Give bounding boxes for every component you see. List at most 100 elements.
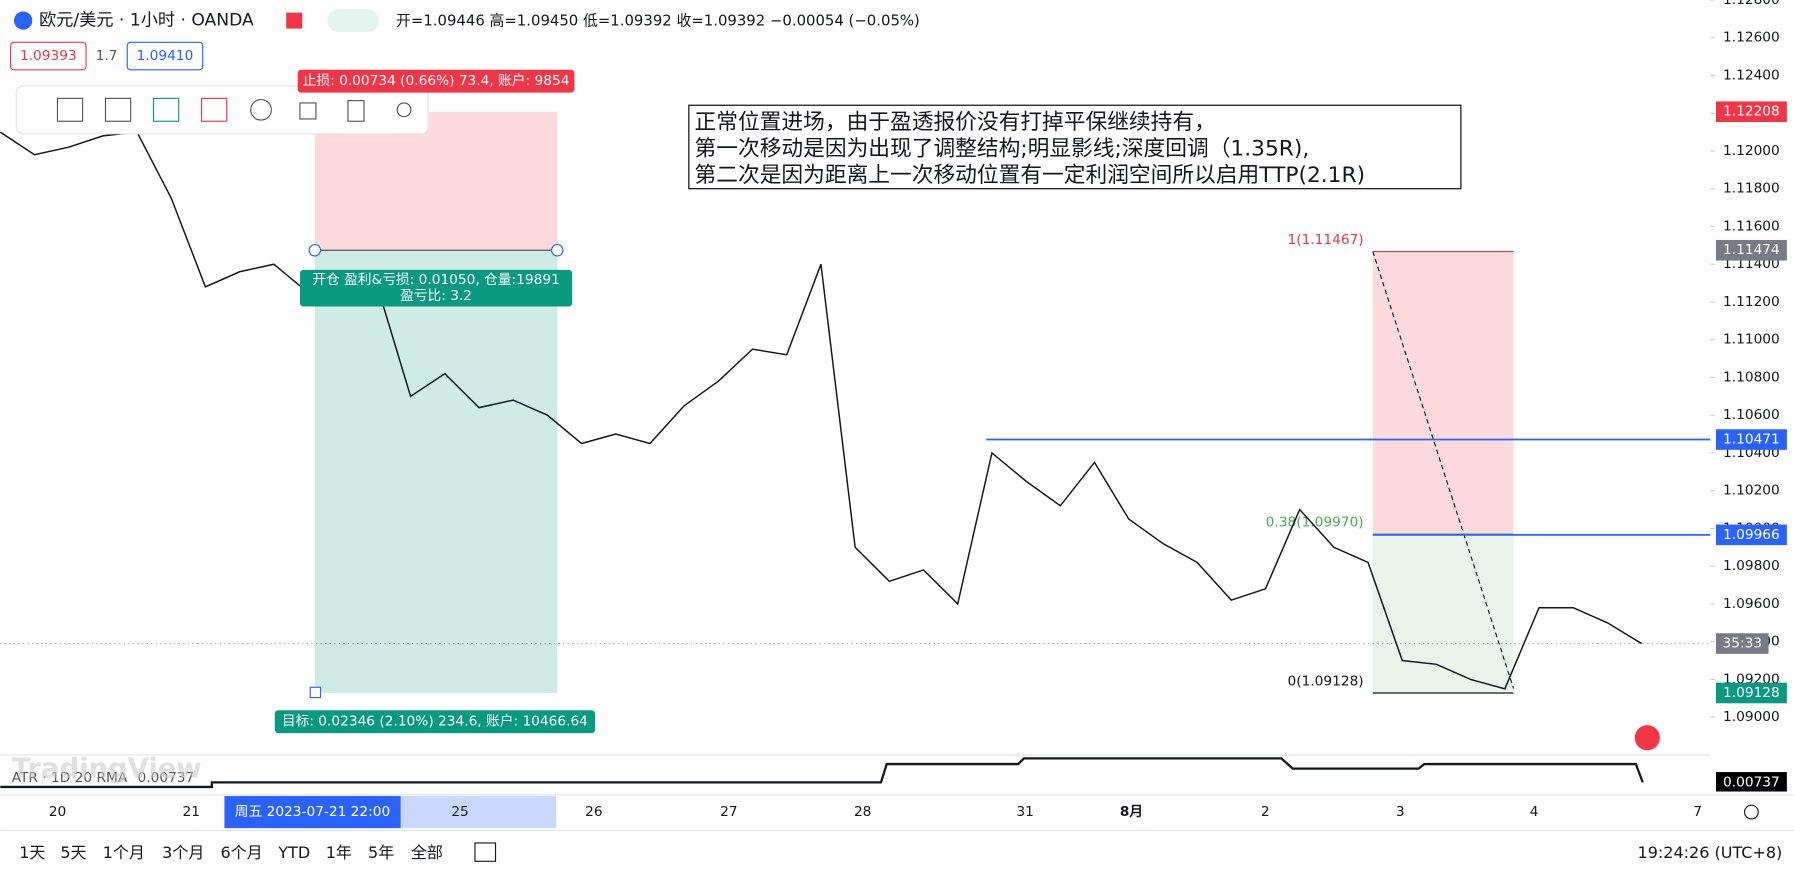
- y-tick-label: 1.12000: [1723, 143, 1780, 159]
- ohlc: 开=1.09446 高=1.09450 低=1.09392 收=1.09392 …: [396, 12, 920, 30]
- y-tick-label: 1.09600: [1723, 596, 1780, 612]
- range-button[interactable]: 1年: [326, 843, 352, 862]
- fib-label: 0.38(1.09970): [1266, 515, 1364, 531]
- price-badge-text: 1.11474: [1723, 242, 1780, 258]
- open-label: 开仓 盈利&亏损: 0.01050, 仓量:19891: [312, 272, 560, 288]
- tool-settings[interactable]: [250, 98, 272, 121]
- price-badge: [1715, 239, 1787, 261]
- countdown: 35:33: [1722, 636, 1762, 652]
- y-tick-label: 1.12800: [1723, 0, 1780, 8]
- y-tick-label: 1.12400: [1723, 67, 1780, 83]
- tool-more[interactable]: [396, 102, 412, 118]
- symbol-icon: [13, 11, 33, 30]
- y-tick-label: 1.10800: [1723, 369, 1780, 385]
- y-tick-label: 1.12600: [1723, 30, 1780, 46]
- y-tick-label: 1.11200: [1723, 294, 1780, 310]
- price-line: [0, 131, 1642, 690]
- y-tick-label: 1.11600: [1723, 218, 1780, 234]
- buy-button[interactable]: [126, 41, 204, 71]
- x-tick-label: 27: [720, 804, 737, 820]
- toolbar-bg: [15, 85, 429, 135]
- axis-settings[interactable]: [1743, 804, 1759, 820]
- target-label: 目标: 0.02346 (2.10%) 234.6, 账户: 10466.64: [282, 713, 588, 730]
- atr-badge: [1715, 772, 1787, 792]
- x-tick-label: 31: [1016, 804, 1033, 820]
- tool-fill-2[interactable]: [201, 97, 228, 122]
- x-tick-label: 21: [183, 804, 200, 820]
- price-badge-text: 1.09128: [1723, 685, 1780, 701]
- price-badge: [1715, 429, 1787, 450]
- handle[interactable]: [309, 686, 322, 699]
- fib-trend: [1372, 251, 1515, 689]
- handle[interactable]: [308, 243, 322, 257]
- range-button[interactable]: 6个月: [221, 843, 263, 862]
- flag[interactable]: [286, 12, 303, 29]
- note-line: 第一次移动是因为出现了调整结构;明显影线;深度回调（1.35R),: [695, 137, 1310, 162]
- range-button[interactable]: 5年: [368, 843, 394, 862]
- atr-badge-text: 0.00737: [1723, 774, 1780, 790]
- bid[interactable]: 1.09393: [20, 48, 77, 64]
- y-tick-label: 1.11800: [1723, 181, 1780, 197]
- spread: 1.7: [96, 48, 118, 64]
- plot: 1(1.11467) 0.38(1.09970) 0(1.09128): [0, 111, 1711, 699]
- sell-button[interactable]: [9, 41, 87, 71]
- atr-line: [0, 757, 1644, 789]
- drawing-toolbar: [15, 85, 429, 135]
- clock[interactable]: 19:24:26 (UTC+8): [1638, 843, 1783, 862]
- x-tick-label: 25: [451, 804, 468, 820]
- range-button[interactable]: 1个月: [103, 843, 145, 862]
- y-tick-label: 1.10200: [1723, 483, 1780, 499]
- atr-value: 0.00737: [138, 770, 195, 786]
- x-tick-label: 8月: [1120, 804, 1143, 820]
- tool-delete[interactable]: [347, 100, 365, 122]
- y-tick-label: 1.11000: [1723, 332, 1780, 348]
- fib-label: 0(1.09128): [1287, 674, 1363, 690]
- note: 正常位置进场，由于盈透报价没有打掉平保继续持有，第一次移动是因为出现了调整结构;…: [695, 110, 1366, 188]
- watermark: TradingView: [12, 753, 202, 784]
- range-button[interactable]: YTD: [277, 843, 310, 862]
- x-tick-label: 26: [585, 804, 602, 820]
- tool-lock[interactable]: [299, 102, 317, 120]
- price-badge: [1715, 101, 1787, 123]
- note-line: 第二次是因为距离上一次移动位置有一定利润空间所以启用TTP(2.1R): [695, 163, 1366, 188]
- fib-label: 1(1.11467): [1287, 232, 1363, 248]
- price-badge: [1715, 682, 1787, 704]
- range-button[interactable]: 3个月: [162, 843, 204, 862]
- handle[interactable]: [551, 243, 564, 257]
- x-tick-label: 4: [1530, 804, 1539, 820]
- ratio-label: 盈亏比: 3.2: [400, 288, 472, 304]
- x-tick-label: 20: [49, 804, 66, 820]
- bottom-bar: 1天 5天 1个月 3个月 6个月 YTD 1年 5年 全部 19:24:26 (UTC+8): [19, 842, 1783, 862]
- range-button[interactable]: 全部: [411, 843, 443, 862]
- tool-fill[interactable]: [152, 97, 180, 122]
- target-label-bg: [274, 710, 596, 734]
- tool-template[interactable]: [56, 97, 84, 122]
- x-tick-label: 2: [1261, 804, 1270, 820]
- tool-text[interactable]: [104, 97, 132, 122]
- cursor-time: 周五 2023-07-21 22:00: [235, 804, 390, 820]
- ask[interactable]: 1.09410: [137, 48, 194, 64]
- cursor-bg: [224, 796, 401, 829]
- note-box: [688, 104, 1462, 190]
- stop-label-bg: [297, 69, 575, 93]
- price-badge-text: 1.12208: [1723, 104, 1780, 120]
- open-label-bg: [299, 269, 573, 307]
- range-button[interactable]: 5天: [60, 843, 86, 862]
- price-badge: [1715, 524, 1787, 546]
- x-tick-label: 3: [1396, 804, 1405, 820]
- note-line: 正常位置进场，由于盈透报价没有打掉平保继续持有，: [695, 110, 1216, 135]
- price-badge-text: 1.10471: [1723, 432, 1780, 448]
- range-button[interactable]: 1天: [19, 843, 45, 862]
- goto-date[interactable]: [474, 842, 497, 862]
- symbol: 欧元/美元 · 1小时 · OANDA: [39, 11, 254, 31]
- stop-zone: [314, 111, 558, 251]
- y-tick-label: 1.10600: [1723, 407, 1780, 423]
- status[interactable]: [327, 9, 379, 33]
- event-icon[interactable]: [1634, 725, 1660, 751]
- countdown-badge: [1715, 633, 1769, 654]
- x-tick-label: 28: [854, 804, 871, 820]
- atr-label: ATR · 1D 20 RMA: [12, 770, 128, 786]
- x-tick-label: 7: [1693, 804, 1702, 820]
